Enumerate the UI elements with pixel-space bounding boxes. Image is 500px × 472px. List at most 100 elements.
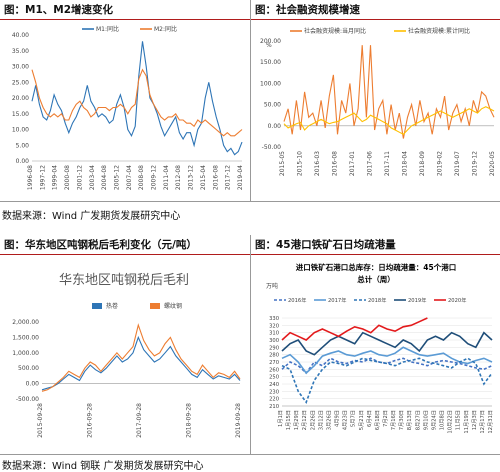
series-line-1: [31, 68, 243, 137]
x-tick-label: 3月12日: [317, 410, 324, 430]
x-tick-label: 1996-08: [27, 165, 34, 190]
y-tick-label: 15.00: [12, 111, 29, 118]
x-tick-label: 2015-09-28: [37, 403, 44, 438]
x-tick-label: 2019-04: [237, 165, 244, 190]
x-tick-label: 2009-12: [151, 165, 158, 190]
x-tick-label: 2015-05: [279, 151, 286, 176]
x-tick-label: 1997-12: [39, 165, 46, 190]
series-line-1: [41, 323, 241, 392]
x-tick-label: 11月19日: [463, 410, 470, 434]
chart-social-financing: % -50.00 0.00 50.00 100.00 150.00 200.00 2015-0…: [260, 27, 496, 176]
x-tick-label: 5月21日: [358, 410, 365, 430]
x-tick-label: 2019-12: [472, 151, 479, 176]
y-tick-label: 35.00: [12, 48, 29, 55]
horizontal-divider: [0, 201, 500, 202]
x-tick-label: 1月15日: [285, 410, 292, 430]
x-tick-label: 2011-04: [163, 165, 170, 190]
x-tick-label: 2013-12: [188, 165, 195, 190]
x-tick-label: 1月29日: [293, 410, 300, 430]
x-tick-label: 2018-09-28: [186, 403, 193, 438]
series-line-4: [281, 317, 428, 341]
x-tick-label: 2017-06: [367, 151, 374, 176]
y-tick-label: -50.00: [262, 144, 282, 151]
x-tick-label: 2月26日: [309, 410, 316, 430]
y-tick-label: 300: [269, 338, 279, 344]
x-tick-label: 7月2日: [382, 410, 389, 427]
legend-label: 社会融资规模:当月同比: [304, 27, 366, 35]
y-tick-label: 500.00: [18, 365, 39, 372]
x-tick-label: 7月16日: [390, 410, 397, 430]
y-tick-label: 40.00: [12, 32, 29, 39]
x-tick-label: 12月31日: [487, 410, 494, 434]
x-tick-label: 2004-08: [101, 165, 108, 190]
y-tick-label: 0.00: [268, 123, 282, 130]
y-tick-label: 50.00: [264, 102, 281, 109]
x-tick-label: 2019-07: [454, 151, 461, 176]
y-tick-label: 150.00: [260, 59, 281, 66]
x-tick-label: 2017-12: [225, 165, 232, 190]
x-tick-label: 2003-04: [89, 165, 96, 190]
x-tick-label: 2016-09-28: [87, 403, 94, 438]
x-tick-label: 8月27日: [414, 410, 421, 430]
y-tick-label: 280: [269, 353, 279, 359]
legend-swatch: [150, 303, 160, 309]
legend-label: 热卷: [106, 302, 118, 310]
y-tick-label: 330: [269, 316, 279, 322]
x-tick-label: 2005-12: [113, 165, 120, 190]
x-tick-label: 2012-08: [175, 165, 182, 190]
y-tick-label: 250: [269, 375, 279, 381]
y-tick-label: 1,500.00: [12, 334, 39, 341]
x-tick-label: 12月17日: [479, 410, 486, 434]
series-line-1: [281, 346, 493, 375]
x-tick-label: 6月18日: [374, 410, 381, 430]
source-note-bottom: 数据来源：Wind 钢联 广发期货发展研究中心: [2, 461, 204, 472]
y-tick-label: 290: [269, 345, 279, 351]
x-tick-label: 2015-04: [200, 165, 207, 190]
legend-label: 2019年: [408, 296, 426, 304]
y-tick-label: 230: [269, 389, 279, 395]
x-tick-label: 2017-11: [384, 151, 391, 176]
y-tick-label: 30.00: [12, 64, 29, 71]
legend-label: 2020年: [448, 296, 466, 304]
legend-swatch: [92, 303, 102, 309]
x-tick-label: 2017-09-28: [136, 403, 143, 438]
x-tick-label: 2019-02: [437, 151, 444, 176]
y-tick-label: 320: [269, 323, 279, 329]
y-tick-label: 200.00: [260, 38, 281, 45]
x-tick-label: 2016-08: [332, 151, 339, 176]
x-tick-label: 4月9日: [334, 410, 341, 427]
y-tick-label: 1,000.00: [12, 350, 39, 357]
x-tick-label: 6月4日: [366, 410, 373, 427]
series-line-3: [281, 331, 493, 356]
x-tick-label: 2017-01: [349, 151, 356, 176]
chart-steel-margin: 华东地区吨钢税后毛利 -500.00 0.00 500.00 1,000.00 1,500…: [12, 273, 242, 438]
x-tick-label: 3月26日: [325, 410, 332, 430]
x-tick-label: 2019-09-28: [235, 403, 242, 438]
y-tick-label: 210: [269, 404, 279, 410]
chart-m1-m2: 0.00 5.00 10.00 15.00 20.00 25.00 30.00 35.00 40…: [12, 25, 244, 190]
legend-label: 2018年: [368, 296, 386, 304]
x-tick-label: 2月12日: [301, 410, 308, 430]
y-tick-label: 260: [269, 367, 279, 373]
x-tick-label: 2015-10: [297, 151, 304, 176]
x-tick-label: 2018-04: [402, 151, 409, 176]
y-tick-label: 25.00: [12, 79, 29, 86]
y-tick-label: 10.00: [12, 127, 29, 134]
chart-title-line2: 总计（周）: [357, 274, 395, 284]
source-note-top: 数据来源：Wind 广发期货发展研究中心: [2, 211, 181, 222]
legend-label: 社会融资规模:累计同比: [408, 27, 470, 35]
x-tick-label: 2016-03: [314, 151, 321, 176]
panel-title-social-financing: 图：社会融资规模增速: [251, 0, 500, 20]
x-tick-label: 1999-04: [52, 165, 59, 190]
legend-label: M2:同比: [154, 25, 177, 33]
x-tick-label: 2000-08: [64, 165, 71, 190]
x-tick-label: 9月24日: [430, 410, 437, 430]
legend-label: 2016年: [288, 296, 306, 304]
x-tick-label: 8月13日: [406, 410, 413, 430]
vertical-divider-bottom: [250, 235, 251, 454]
vertical-divider: [250, 0, 251, 201]
chart-title-line1: 进口铁矿石港口总库存：日均疏港量：45个港口: [296, 262, 456, 272]
y-tick-label: 220: [269, 397, 279, 403]
y-tick-label: 20.00: [12, 95, 29, 102]
